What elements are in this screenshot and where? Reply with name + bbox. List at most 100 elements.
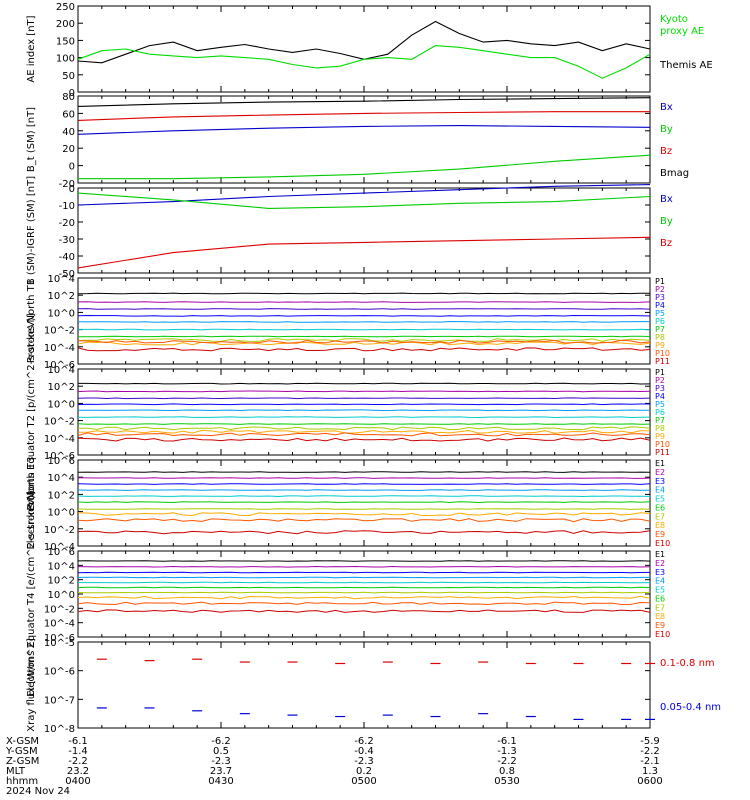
y-tick-label: 200 xyxy=(56,19,75,30)
footer-cell: -2.3 xyxy=(354,756,374,767)
channel-label: E5 xyxy=(655,586,665,595)
footer-row-hhmm: hhmm 0400 0430 0500 0530 0600 xyxy=(0,777,750,787)
footer-row-label: Z-GSM xyxy=(6,756,40,767)
y-tick-label: 10^-2 xyxy=(44,417,75,428)
channel-label: P9 xyxy=(655,341,665,350)
y-tick-label: 10^-6 xyxy=(44,451,75,462)
channel-label: E7 xyxy=(655,512,665,521)
channel-line xyxy=(77,397,651,400)
channel-line xyxy=(78,382,651,385)
y-tick-label: 0 xyxy=(69,88,75,99)
channel-label: P3 xyxy=(655,384,665,393)
footer-cell: 23.2 xyxy=(66,766,90,777)
series-line xyxy=(77,184,651,206)
footer-row-z-gsm: Z-GSM -2.2 -2.3 -2.3 -2.2 -2.1 xyxy=(0,757,750,767)
y-tick-label: 10^-7 xyxy=(44,695,75,706)
footer-row-label: MLT xyxy=(6,766,25,777)
channel-label: E2 xyxy=(655,559,665,568)
channel-label: E7 xyxy=(655,603,665,612)
footer-row-mlt: MLT 23.2 23.7 0.2 0.8 1.3 xyxy=(0,767,750,777)
channel-line xyxy=(77,571,651,574)
footer-cell: -6.1 xyxy=(68,736,88,747)
y-tick-label: 10^-4 xyxy=(44,434,75,445)
legend-label: Bx xyxy=(660,102,673,113)
channel-label: P1 xyxy=(655,277,665,286)
legend-label: Bz xyxy=(660,146,672,157)
legend-label: Bmag xyxy=(660,168,689,179)
y-tick-label: 80 xyxy=(62,92,75,103)
channel-label: P4 xyxy=(655,301,665,310)
channel-label: P2 xyxy=(655,376,665,385)
channel-line xyxy=(78,328,651,331)
panel-8: 10^-8 10^-7 10^-6 10^-5 Xray flux [W/m^2] 0.1… xyxy=(26,638,721,735)
channel-line xyxy=(77,591,651,594)
channel-line xyxy=(77,508,651,510)
channel-label: E3 xyxy=(655,568,665,577)
footer-cell: -1.3 xyxy=(497,746,517,757)
channel-label: E9 xyxy=(655,530,665,539)
channel-line xyxy=(77,308,651,310)
channel-line xyxy=(78,581,651,584)
y-tick-label: 40 xyxy=(62,127,75,138)
channel-label: P9 xyxy=(655,432,665,441)
channel-line xyxy=(77,347,651,352)
channel-line xyxy=(77,403,650,406)
y-tick-label: 10^-2 xyxy=(44,326,75,337)
y-tick-label: 10^-6 xyxy=(44,633,75,644)
plot-frame xyxy=(77,368,651,456)
series-line xyxy=(77,125,651,135)
y-tick-label: 10^4 xyxy=(48,561,75,572)
y-tick-label: 10^2 xyxy=(48,291,75,302)
y-tick-label: 10^-2 xyxy=(44,604,75,615)
channel-line xyxy=(77,530,651,535)
channel-label: E2 xyxy=(655,468,665,477)
footer-cell: 0500 xyxy=(351,776,377,787)
footer-cell: -2.2 xyxy=(68,756,88,767)
channel-label: P7 xyxy=(655,325,665,334)
y-tick-label: -30 xyxy=(59,235,75,246)
channel-label: P10 xyxy=(655,440,670,449)
channel-line xyxy=(77,501,651,504)
footer-cell: -6.2 xyxy=(354,736,374,747)
legend-label: Bx xyxy=(660,194,673,205)
y-tick-label: 50 xyxy=(62,71,75,82)
channel-label: P5 xyxy=(655,309,665,318)
y-axis-label: Protons Equator T2 [p/(cm^2-s-sr-keV)] xyxy=(26,313,37,510)
y-tick-label: 10^6 xyxy=(48,547,75,558)
series-line xyxy=(77,20,651,64)
footer-cell: -2.3 xyxy=(211,756,231,767)
channel-label: P6 xyxy=(655,408,665,417)
channel-line xyxy=(77,301,651,303)
y-tick-label: -20 xyxy=(59,218,75,229)
plot-frame xyxy=(77,641,651,729)
y-tick-label: 10^4 xyxy=(48,365,75,376)
series-line xyxy=(77,236,651,269)
channel-line xyxy=(77,512,651,517)
panel-2: -20 0 20 40 60 80 B_t (SM) [nT] Bx By Bz Bmag xyxy=(26,92,689,190)
channel-line xyxy=(77,495,651,498)
y-tick-label: 10^-8 xyxy=(44,724,75,735)
y-tick-label: 250 xyxy=(56,2,75,13)
y-axis-label: B (SM)-IGRF (SM) [nT] xyxy=(26,176,37,285)
footer-cell: -1.4 xyxy=(68,746,88,757)
series-line xyxy=(77,111,650,121)
legend-label: Kyoto xyxy=(660,14,688,25)
channel-line xyxy=(77,423,651,425)
y-tick-label: 10^-4 xyxy=(44,542,75,553)
channel-line xyxy=(77,483,651,485)
footer-cell: 0.2 xyxy=(356,766,372,777)
channel-label: P11 xyxy=(655,357,670,366)
y-tick-label: 10^2 xyxy=(48,490,75,501)
y-tick-label: 0 xyxy=(69,184,75,195)
channel-label: P1 xyxy=(655,368,665,377)
channel-line xyxy=(77,437,651,442)
channel-label: E1 xyxy=(655,550,665,559)
channel-label: E9 xyxy=(655,621,665,630)
y-tick-label: 10^2 xyxy=(48,576,75,587)
footer-cell: 0400 xyxy=(65,776,91,787)
footer-row-x-gsm: X-GSM -6.1 -6.2 -6.2 -6.1 -5.9 xyxy=(0,737,750,747)
y-tick-label: -40 xyxy=(59,252,75,263)
channel-line xyxy=(77,314,651,317)
channel-line xyxy=(77,609,651,613)
